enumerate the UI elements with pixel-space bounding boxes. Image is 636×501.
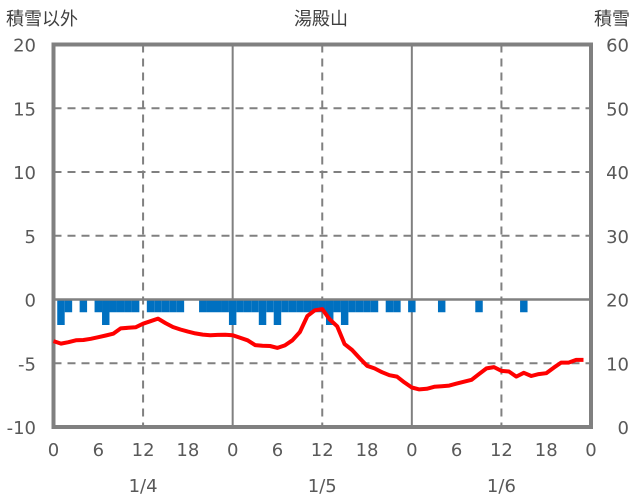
bar xyxy=(266,299,274,313)
bar xyxy=(393,299,401,313)
x-tick-label: 12 xyxy=(132,440,155,461)
bar xyxy=(303,299,312,313)
left-axis-title: 積雪以外 xyxy=(6,9,78,30)
bar xyxy=(94,299,103,313)
y-tick-right: 20 xyxy=(606,291,629,312)
bar xyxy=(206,299,215,313)
x-tick-label: 0 xyxy=(48,440,59,461)
bar xyxy=(355,299,364,313)
bar xyxy=(214,299,222,313)
y-tick-left: 0 xyxy=(25,291,36,312)
date-label: 1/5 xyxy=(308,476,337,497)
bar xyxy=(363,299,371,313)
line-path xyxy=(52,307,584,392)
bar-series xyxy=(57,299,528,325)
y-tick-left: 5 xyxy=(25,227,36,248)
y-tick-left: -5 xyxy=(18,354,36,375)
bar xyxy=(258,299,267,325)
date-label: 1/4 xyxy=(129,476,158,497)
bar xyxy=(199,299,207,313)
bar xyxy=(109,299,117,313)
x-tick-label: 18 xyxy=(535,440,558,461)
bar xyxy=(116,299,125,313)
bar xyxy=(79,299,88,313)
x-tick-label: 18 xyxy=(176,440,199,461)
bar xyxy=(57,299,65,325)
bar xyxy=(385,299,394,313)
bar xyxy=(102,299,110,325)
bar xyxy=(273,299,282,325)
bar xyxy=(154,299,162,313)
right-axis-title: 積雪 xyxy=(594,9,630,30)
y-tick-right: 50 xyxy=(606,99,629,120)
bar xyxy=(221,299,229,313)
x-tick-label: 0 xyxy=(406,440,417,461)
bar xyxy=(325,299,334,325)
y-tick-right: 60 xyxy=(606,36,629,57)
bar xyxy=(131,299,140,313)
date-label: 1/6 xyxy=(487,476,516,497)
bar xyxy=(370,299,379,313)
bar xyxy=(408,299,416,313)
y-tick-left: 20 xyxy=(13,36,36,57)
bar xyxy=(437,299,446,313)
bar xyxy=(243,299,252,313)
bar xyxy=(251,299,259,313)
bar xyxy=(296,299,304,313)
y-tick-left: -10 xyxy=(7,418,36,439)
bar xyxy=(318,299,326,313)
grid xyxy=(53,44,591,427)
x-tick-label: 6 xyxy=(93,440,104,461)
x-tick-label: 6 xyxy=(272,440,283,461)
bar xyxy=(236,299,244,313)
bar xyxy=(281,299,289,313)
bar xyxy=(475,299,483,313)
bar xyxy=(288,299,297,313)
bar xyxy=(169,299,177,313)
y-tick-left: 15 xyxy=(13,99,36,120)
bar xyxy=(340,299,349,325)
y-tick-right: 40 xyxy=(606,163,629,184)
x-tick-label: 12 xyxy=(490,440,513,461)
bar xyxy=(520,299,528,313)
y-tick-right: 30 xyxy=(606,227,629,248)
bar xyxy=(348,299,356,313)
bar xyxy=(228,299,237,325)
bar xyxy=(64,299,73,313)
bar xyxy=(161,299,170,313)
y-tick-right: 0 xyxy=(618,418,629,439)
x-tick-label: 18 xyxy=(356,440,379,461)
bar xyxy=(333,299,341,313)
line-series xyxy=(52,307,584,392)
x-tick-label: 0 xyxy=(227,440,238,461)
y-tick-right: 10 xyxy=(606,354,629,375)
y-tick-left: 10 xyxy=(13,163,36,184)
chart-title: 湯殿山 xyxy=(294,9,348,30)
bar xyxy=(124,299,132,313)
bar xyxy=(176,299,185,313)
x-tick-label: 6 xyxy=(451,440,462,461)
x-tick-label: 12 xyxy=(311,440,334,461)
bar xyxy=(311,299,319,313)
plot-frame xyxy=(51,42,593,429)
plot-border xyxy=(51,42,593,429)
bar xyxy=(146,299,155,313)
x-tick-label: 0 xyxy=(585,440,596,461)
